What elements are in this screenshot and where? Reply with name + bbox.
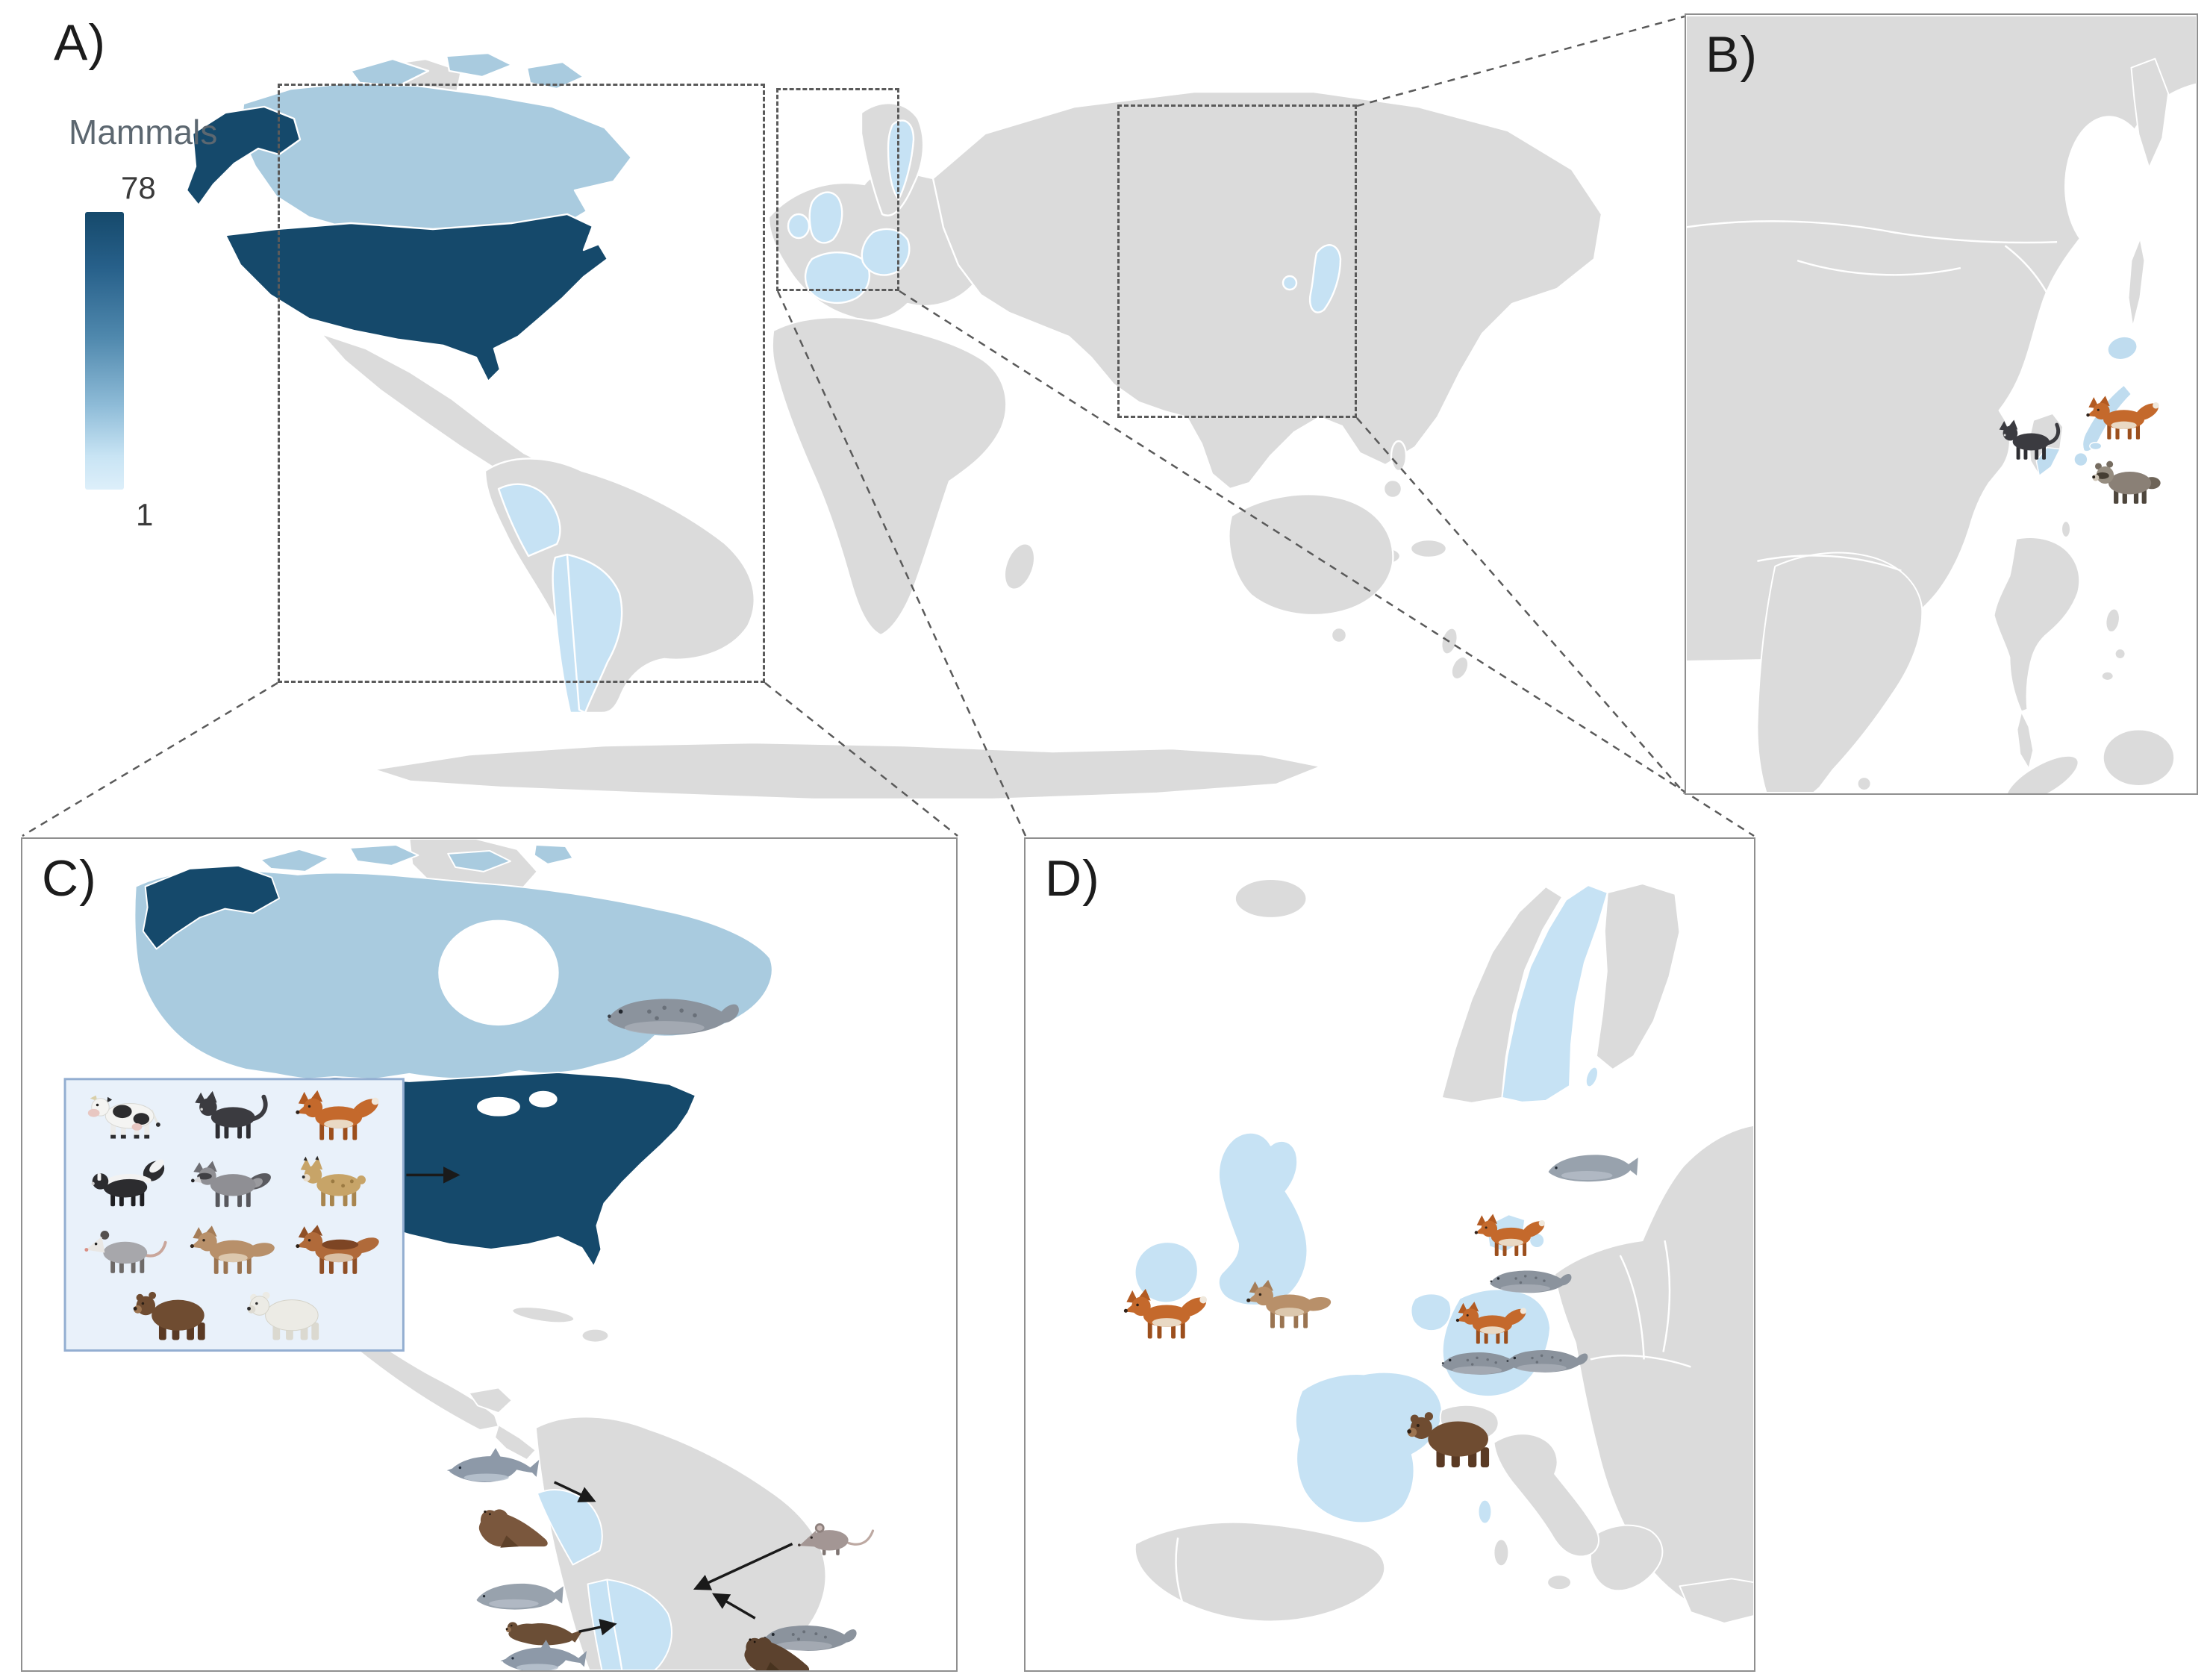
legend-gradient-bar: [85, 212, 124, 490]
india: [1756, 552, 1923, 793]
country-australia: [1228, 493, 1394, 616]
dolphin-icon-2: [500, 1640, 587, 1670]
east-europe: [1554, 1124, 1754, 1614]
island-philippines: [1390, 440, 1408, 472]
island-new-zealand-south: [1450, 655, 1470, 681]
continent-antarctica: [372, 741, 1323, 801]
country-argentina: [566, 553, 623, 714]
sea-lion-icon: [478, 1509, 548, 1548]
sumatra: [2005, 755, 2079, 793]
panel-d-map: [1123, 878, 1754, 1624]
country-south-korea: [1282, 275, 1298, 291]
island-madagascar: [1003, 543, 1036, 590]
panel-b-label: B): [1705, 26, 1758, 83]
hispaniola: [581, 1328, 610, 1343]
sakhalin: [2127, 237, 2146, 328]
legend-min-value: 1: [136, 497, 154, 532]
state-alaska-c: [142, 864, 281, 950]
island-new-guinea: [1409, 538, 1448, 559]
country-peru-c: [536, 1489, 603, 1566]
iceland: [1234, 878, 1308, 919]
continent-africa: [771, 316, 1008, 637]
country-borders: [1686, 220, 2062, 610]
panel-d: D): [1024, 837, 1755, 1672]
inset-box-americas: [278, 84, 765, 683]
inset-box-europe: [776, 88, 899, 291]
japan-shikoku: [2089, 441, 2103, 451]
country-ireland: [787, 213, 811, 240]
iberia: [1134, 1521, 1386, 1623]
cuba: [511, 1306, 575, 1324]
finland: [1595, 883, 1681, 1071]
pointer-arrows: [406, 1167, 793, 1636]
philippines-luzon: [2105, 608, 2120, 634]
sea-otter-icon: [505, 1622, 584, 1646]
legend-title: Mammals: [69, 113, 218, 152]
corsica: [1477, 1499, 1493, 1525]
philippines-mindanao: [2100, 670, 2114, 681]
country-sweden-d: [1501, 884, 1608, 1103]
country-uk: [808, 191, 843, 244]
japan-kyushu: [2073, 452, 2088, 467]
borneo: [2102, 728, 2176, 787]
island-sulawesi: [1382, 478, 1403, 499]
panel-b: B): [1685, 13, 2198, 795]
japan-hokkaido: [2107, 336, 2138, 360]
legend-max-value: 78: [121, 170, 156, 205]
great-lakes-2: [528, 1090, 558, 1108]
sardinia: [1493, 1538, 1510, 1567]
raccoon-dog-icon: [2092, 460, 2161, 504]
philippines-visayas: [2114, 648, 2126, 660]
country-france-d: [1294, 1371, 1443, 1524]
panel-d-label: D): [1045, 850, 1100, 907]
italy: [1493, 1433, 1599, 1558]
indochina: [1993, 537, 2081, 713]
hudson-bay: [438, 919, 559, 1026]
color-legend: Mammals 78 1: [69, 112, 248, 533]
country-ireland-d: [1134, 1241, 1199, 1304]
panel-c: C): [21, 837, 958, 1672]
sri-lanka: [1856, 776, 1872, 791]
panel-c-map: [63, 839, 875, 1670]
country-usa: [224, 213, 609, 383]
inset-box-east-asia: [1117, 104, 1357, 418]
country-argentina-c: [606, 1578, 673, 1670]
taiwan: [2061, 520, 2071, 538]
balkans: [1589, 1524, 1664, 1592]
malay-peninsula: [2016, 711, 2035, 770]
state-alaska: [185, 105, 302, 207]
canada-arctic-islands-c: [260, 843, 574, 872]
island-tasmania: [1330, 626, 1348, 644]
benelux: [1410, 1293, 1452, 1332]
great-lakes: [477, 1096, 520, 1117]
panel-b-map: [1686, 15, 2197, 793]
central-america: [493, 1424, 537, 1461]
whale-icon: [476, 1583, 564, 1610]
canada-arctic-islands: [349, 51, 585, 90]
yucatan: [468, 1387, 513, 1414]
island-new-zealand-north: [1440, 627, 1458, 655]
whale-baltic-icon: [1548, 1155, 1638, 1182]
turkey: [1679, 1578, 1754, 1624]
country-peru: [497, 483, 561, 558]
panel-c-label: C): [42, 850, 97, 907]
kamchatka: [2130, 57, 2170, 169]
sea-of-okhotsk: [2064, 116, 2154, 257]
panel-a-label: A): [54, 14, 106, 71]
sicily: [1546, 1574, 1572, 1591]
country-borders-d: [1175, 1240, 1691, 1605]
country-uk-d: [1217, 1131, 1308, 1306]
gotland: [1585, 1066, 1599, 1088]
